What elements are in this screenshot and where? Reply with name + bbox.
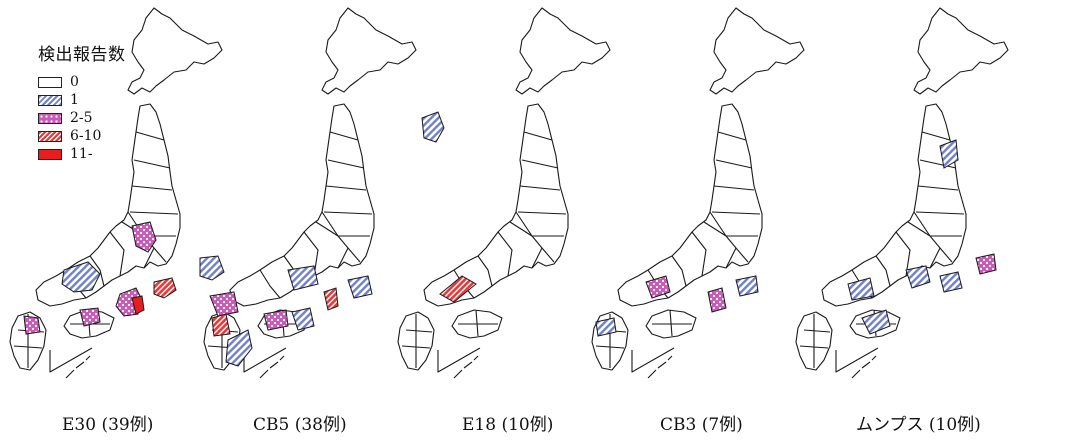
map-panel-e30 (9, 7, 225, 379)
legend-row-1: 1 (38, 91, 188, 109)
region-hatch-8 (735, 275, 759, 297)
map-outline-cb3 (591, 7, 805, 379)
region-red-5 (439, 275, 477, 303)
map-panel-mumps (795, 7, 1009, 379)
region-dots-9 (975, 253, 997, 275)
region-dots-7 (645, 275, 671, 299)
legend-swatch-4 (38, 148, 62, 160)
region-dots-4 (23, 315, 41, 335)
region-red-4 (323, 287, 339, 311)
region-hatch-14 (861, 309, 891, 335)
region-red-3 (211, 313, 231, 337)
region-dots-8 (707, 287, 727, 313)
map-panel-cb3 (591, 7, 805, 379)
region-dots-3 (79, 307, 101, 327)
region-hatch-9 (595, 317, 617, 337)
caption-cb3: CB3 (7例) (660, 415, 743, 435)
caption-cb5: CB5 (38例) (253, 415, 347, 435)
region-hatch-5 (225, 329, 253, 367)
region-hatch-13 (939, 271, 963, 293)
region-hatch-1 (61, 261, 101, 293)
map-panel-cb5 (203, 7, 417, 379)
region-hatch-4 (347, 275, 373, 299)
region-hatch-12 (847, 277, 875, 301)
region-hatch-6 (291, 307, 315, 331)
legend-swatch-3 (38, 130, 62, 142)
legend-label-2: 2-5 (70, 110, 93, 126)
legend-label-4: 11- (70, 146, 93, 162)
legend-swatch-1 (38, 94, 62, 106)
map-outline-e18 (397, 7, 611, 379)
region-dots-5 (209, 291, 239, 317)
map-outline-mumps (795, 7, 1009, 379)
legend-swatch-2 (38, 112, 62, 124)
legend-swatch-0 (38, 76, 62, 88)
legend-row-4: 11- (38, 145, 188, 163)
caption-mumps: ムンプス (10例) (856, 415, 981, 435)
legend-row-2: 2-5 (38, 109, 188, 127)
region-hatch-10 (939, 139, 959, 169)
region-red-2 (131, 295, 145, 315)
caption-e18: E18 (10例) (462, 415, 554, 435)
region-hatch-2 (199, 255, 225, 281)
legend-row-3: 6-10 (38, 127, 188, 145)
region-hatch-3 (287, 265, 319, 291)
legend-label-1: 1 (70, 92, 79, 108)
caption-e30: E30 (39例) (62, 415, 154, 435)
region-hatch-7 (421, 111, 445, 143)
legend-row-0: 0 (38, 73, 188, 91)
legend-label-0: 0 (70, 74, 79, 90)
legend-label-3: 6-10 (70, 128, 102, 144)
legend: 検出報告数 0 1 2-5 6-10 11- (38, 40, 188, 163)
region-dots-1 (131, 221, 157, 253)
map-panel-e18 (397, 7, 611, 379)
legend-title: 検出報告数 (38, 45, 126, 65)
region-red-1 (153, 277, 177, 299)
region-dots-6 (263, 309, 289, 331)
region-hatch-11 (905, 265, 931, 289)
